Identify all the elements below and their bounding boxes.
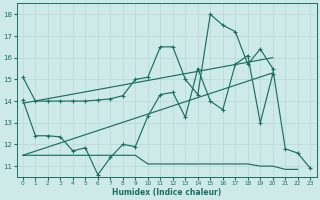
X-axis label: Humidex (Indice chaleur): Humidex (Indice chaleur) — [112, 188, 221, 197]
